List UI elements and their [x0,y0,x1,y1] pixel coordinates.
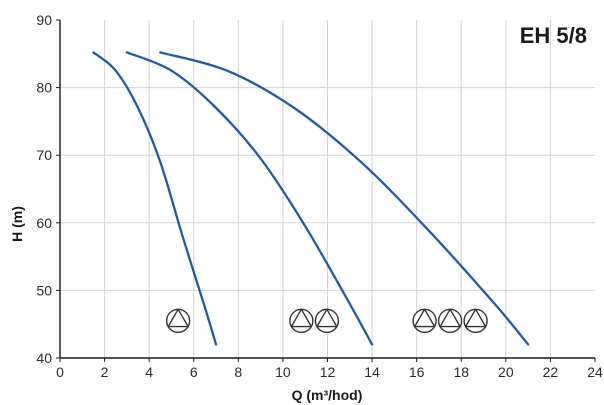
chart-title: EH 5/8 [520,23,587,48]
pump-group-2 [289,308,340,334]
y-tick-labels: 40 50 60 70 80 90 [36,12,60,366]
pump-icon-circle [289,308,314,334]
pump-icon-triangle [439,308,461,328]
pump-group-3 [412,308,488,334]
pump-triangle-icon [314,308,340,334]
pump-icon-circle [437,308,463,334]
pump-triangle-icon [289,308,314,334]
x-tick-label: 18 [453,364,469,380]
pump-icon-triangle [316,308,338,328]
x-tick-label: 24 [587,364,603,380]
x-tick-label: 4 [145,364,153,380]
pump-icon-circle [314,308,340,334]
pump-icon-circle [412,308,437,334]
curve-2-pump [125,51,374,346]
y-tick-label: 40 [36,350,52,366]
y-tick-label: 90 [36,12,52,28]
pump-icon-triangle [290,308,313,328]
pump-icon-triangle [464,308,487,328]
y-tick-label: 50 [36,282,52,298]
x-tick-label: 0 [56,364,64,380]
y-tick-label: 70 [36,147,52,163]
curve-1-pump [92,51,218,346]
y-tick-label: 80 [36,80,52,96]
pump-icon-triangle [167,308,189,328]
pump-group-1 [165,308,191,334]
x-tick-label: 10 [275,364,291,380]
y-tick-label: 60 [36,215,52,231]
x-tick-label: 16 [409,364,425,380]
x-tick-label: 2 [101,364,109,380]
x-tick-label: 8 [234,364,242,380]
x-tick-label: 12 [320,364,336,380]
x-axis-title: Q (m³/hod) [292,387,363,403]
pump-icon-circle [463,308,488,334]
x-tick-label: 6 [190,364,198,380]
curves [92,51,530,346]
y-axis-title: H (m) [9,206,25,242]
pump-triangle-icon [165,308,191,334]
pump-triangle-icon [463,308,488,334]
x-tick-label: 20 [498,364,514,380]
x-tick-label: 22 [543,364,559,380]
pump-triangle-icon [412,308,437,334]
pump-triangle-icon [437,308,463,334]
pump-icon-triangle [413,308,436,328]
pump-icons [165,308,488,334]
x-tick-labels: 0 2 4 6 8 10 12 14 16 18 20 22 24 [56,358,603,380]
pump-icon-circle [165,308,191,334]
curve-3-pump [159,51,530,346]
x-tick-label: 14 [364,364,380,380]
grid-lines [60,20,595,358]
